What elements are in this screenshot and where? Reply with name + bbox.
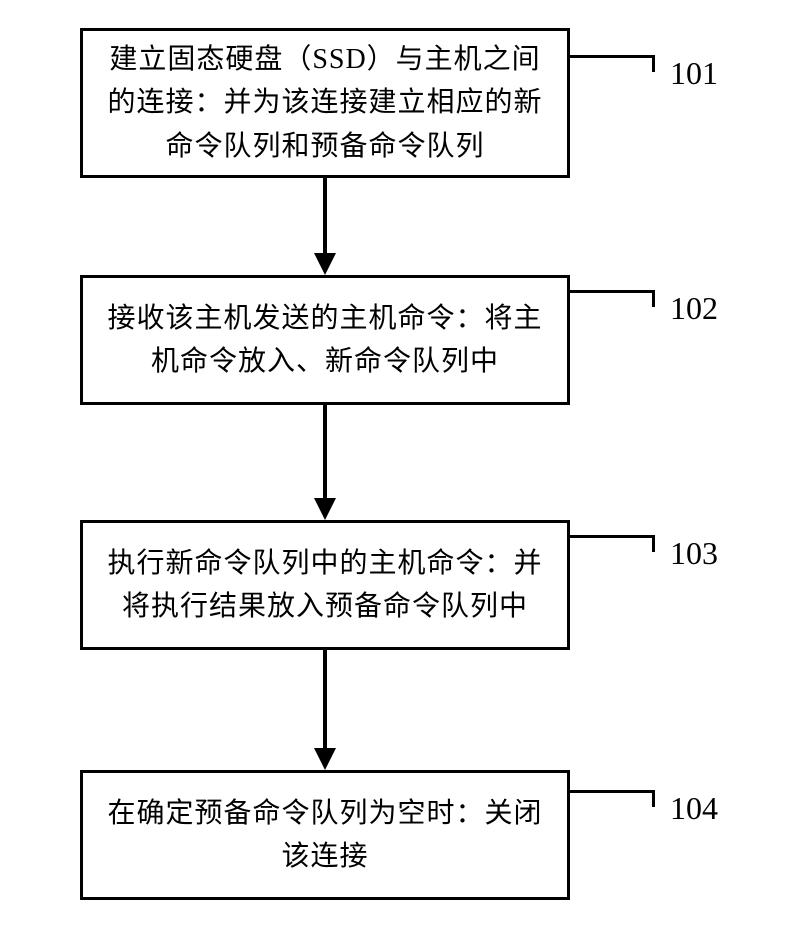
- flow-step-101: 建立固态硬盘（SSD）与主机之间的连接：并为该连接建立相应的新命令队列和预备命令…: [80, 28, 570, 178]
- label-102: 102: [670, 290, 718, 327]
- arrow-3-line: [323, 650, 327, 750]
- flow-step-103-text: 执行新命令队列中的主机命令：并将执行结果放入预备命令队列中: [83, 532, 567, 639]
- flow-step-102: 接收该主机发送的主机命令：将主机命令放入、新命令队列中: [80, 275, 570, 405]
- arrow-2-line: [323, 405, 327, 500]
- label-103: 103: [670, 535, 718, 572]
- flowchart-canvas: 建立固态硬盘（SSD）与主机之间的连接：并为该连接建立相应的新命令队列和预备命令…: [0, 0, 800, 949]
- arrow-2-head: [314, 498, 336, 520]
- flow-step-104-text: 在确定预备命令队列为空时：关闭该连接: [83, 782, 567, 889]
- label-101: 101: [670, 55, 718, 92]
- flow-step-104: 在确定预备命令队列为空时：关闭该连接: [80, 770, 570, 900]
- arrow-3-head: [314, 748, 336, 770]
- connector-104: [570, 790, 655, 807]
- connector-103: [570, 535, 655, 552]
- connector-101: [570, 55, 655, 72]
- label-104: 104: [670, 790, 718, 827]
- flow-step-101-text: 建立固态硬盘（SSD）与主机之间的连接：并为该连接建立相应的新命令队列和预备命令…: [83, 28, 567, 178]
- flow-step-103: 执行新命令队列中的主机命令：并将执行结果放入预备命令队列中: [80, 520, 570, 650]
- arrow-1-head: [314, 253, 336, 275]
- flow-step-102-text: 接收该主机发送的主机命令：将主机命令放入、新命令队列中: [83, 287, 567, 394]
- arrow-1-line: [323, 178, 327, 255]
- connector-102: [570, 290, 655, 307]
